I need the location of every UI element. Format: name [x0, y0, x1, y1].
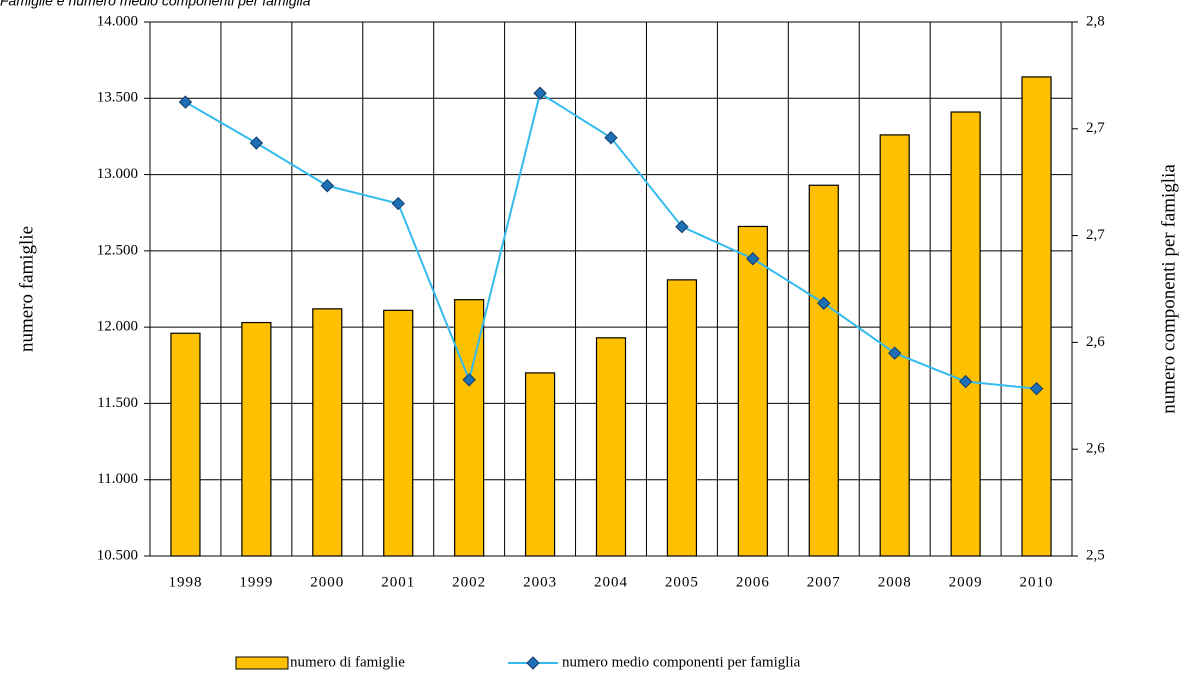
y-tick-label: 14.000	[97, 13, 138, 29]
legend-marker	[526, 656, 540, 670]
legend-label: numero medio componenti per famiglia	[562, 654, 801, 670]
x-tick-label: 2002	[452, 574, 486, 590]
y2-tick-label: 2,7	[1086, 120, 1105, 136]
marker	[604, 130, 618, 145]
y2-axis-label: numero componenti per famiglia	[1158, 164, 1179, 414]
marker	[675, 219, 689, 234]
x-tick-label: 1999	[239, 574, 273, 590]
marker	[533, 86, 547, 100]
x-tick-label: 2007	[807, 574, 841, 590]
y2-tick-label: 2,5	[1086, 547, 1105, 563]
x-tick-label: 2008	[878, 574, 912, 590]
marker	[817, 296, 831, 310]
y-axis-label: numero famiglie	[16, 226, 37, 352]
bar	[524, 372, 556, 557]
y-tick-label: 12.500	[97, 242, 138, 258]
x-tick-label: 1998	[168, 574, 202, 590]
x-tick-label: 2009	[949, 574, 983, 590]
marker	[1029, 381, 1044, 396]
bar	[950, 111, 981, 557]
x-tick-label: 2006	[736, 574, 770, 590]
x-tick-label: 2005	[665, 574, 699, 590]
y-tick-label: 12.000	[97, 319, 138, 335]
bar	[241, 321, 272, 557]
x-tick-label: 2004	[594, 574, 628, 590]
y-tick-label: 10.500	[97, 547, 138, 563]
y2-tick-label: 2,7	[1086, 227, 1105, 243]
y-tick-label: 11.500	[97, 395, 138, 411]
x-tick-label: 2003	[523, 574, 557, 590]
chart-title: Famiglie e numero medio componenti per f…	[0, 0, 311, 9]
y-tick-label: 13.000	[97, 166, 138, 182]
bar	[808, 184, 839, 557]
bar	[170, 332, 201, 557]
marker	[887, 346, 902, 360]
bar	[312, 308, 343, 557]
marker	[958, 374, 973, 389]
bar	[737, 225, 768, 557]
y2-tick-label: 2,8	[1086, 13, 1105, 29]
marker	[178, 95, 193, 109]
marker	[462, 373, 476, 387]
y2-tick-label: 2,6	[1086, 441, 1105, 457]
x-tick-label: 2010	[1020, 574, 1054, 590]
x-tick-label: 2000	[310, 574, 344, 590]
marker	[320, 179, 335, 193]
bar	[1021, 76, 1052, 557]
y-tick-label: 11.000	[97, 471, 138, 487]
marker	[391, 196, 405, 211]
legend-swatch	[235, 656, 289, 670]
bar	[666, 279, 698, 557]
bar	[595, 337, 627, 557]
x-tick-label: 2001	[381, 574, 415, 590]
y-tick-label: 13.500	[97, 90, 138, 106]
legend-label: numero di famiglie	[290, 654, 405, 670]
y2-tick-label: 2,6	[1086, 334, 1105, 350]
marker	[249, 136, 264, 150]
marker	[746, 252, 760, 266]
bar	[383, 309, 414, 557]
